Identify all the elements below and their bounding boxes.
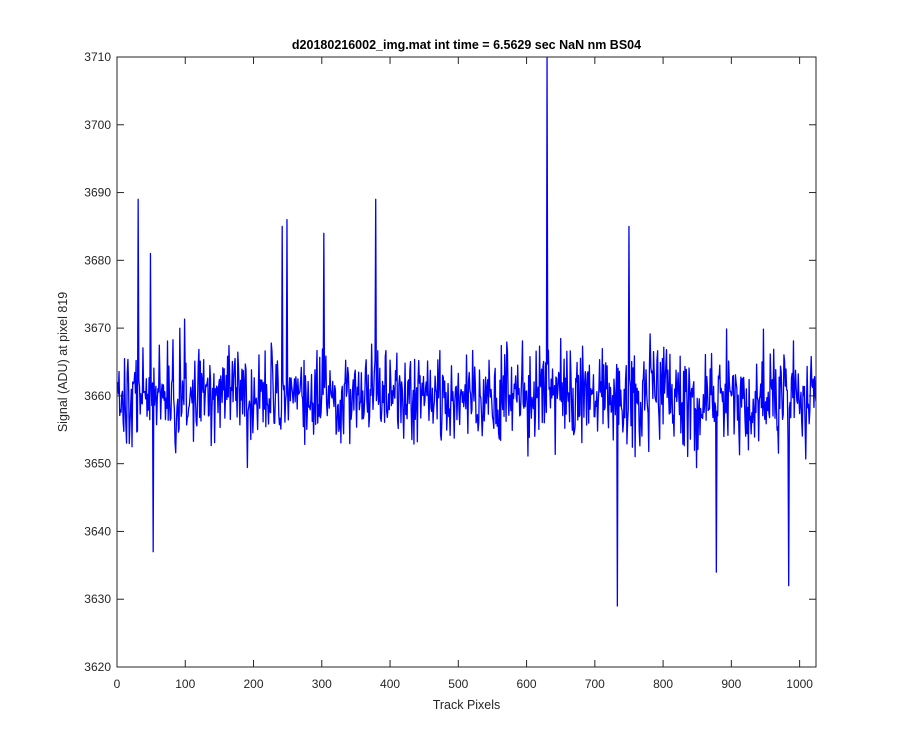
x-tick-label: 400 — [380, 677, 400, 691]
x-tick-label: 800 — [653, 677, 673, 691]
axes-layer: 0 100 200 300 400 500 600 700 800 900 1000 3620 3630… — [84, 50, 817, 691]
axes-box — [116, 56, 817, 668]
y-tick-label: 3680 — [84, 253, 111, 267]
y-axis-label: Signal (ADU) at pixel 819 — [56, 292, 70, 432]
x-axis-label: Track Pixels — [433, 698, 501, 712]
series-line — [117, 57, 816, 607]
x-tick-label: 200 — [244, 677, 264, 691]
y-tick-label: 3670 — [84, 321, 111, 335]
x-tick-label: 300 — [312, 677, 332, 691]
x-tick-label: 0 — [114, 677, 121, 691]
y-tick-label: 3660 — [84, 389, 111, 403]
x-tick-label: 700 — [585, 677, 605, 691]
series-layer — [117, 57, 816, 607]
y-tick-label: 3650 — [84, 457, 111, 471]
y-tick-label: 3630 — [84, 592, 111, 606]
x-tick-label: 100 — [175, 677, 195, 691]
chart-title: d20180216002_img.mat int time = 6.5629 s… — [292, 38, 641, 52]
x-tick-label: 900 — [721, 677, 741, 691]
y-tick-label: 3700 — [84, 118, 111, 132]
x-tick-label: 1000 — [786, 677, 813, 691]
x-tick-label: 600 — [517, 677, 537, 691]
y-tick-label: 3640 — [84, 524, 111, 538]
x-tick-label: 500 — [448, 677, 468, 691]
y-tick-label: 3690 — [84, 186, 111, 200]
y-tick-label: 3620 — [84, 660, 111, 674]
y-tick-label: 3710 — [84, 50, 111, 64]
